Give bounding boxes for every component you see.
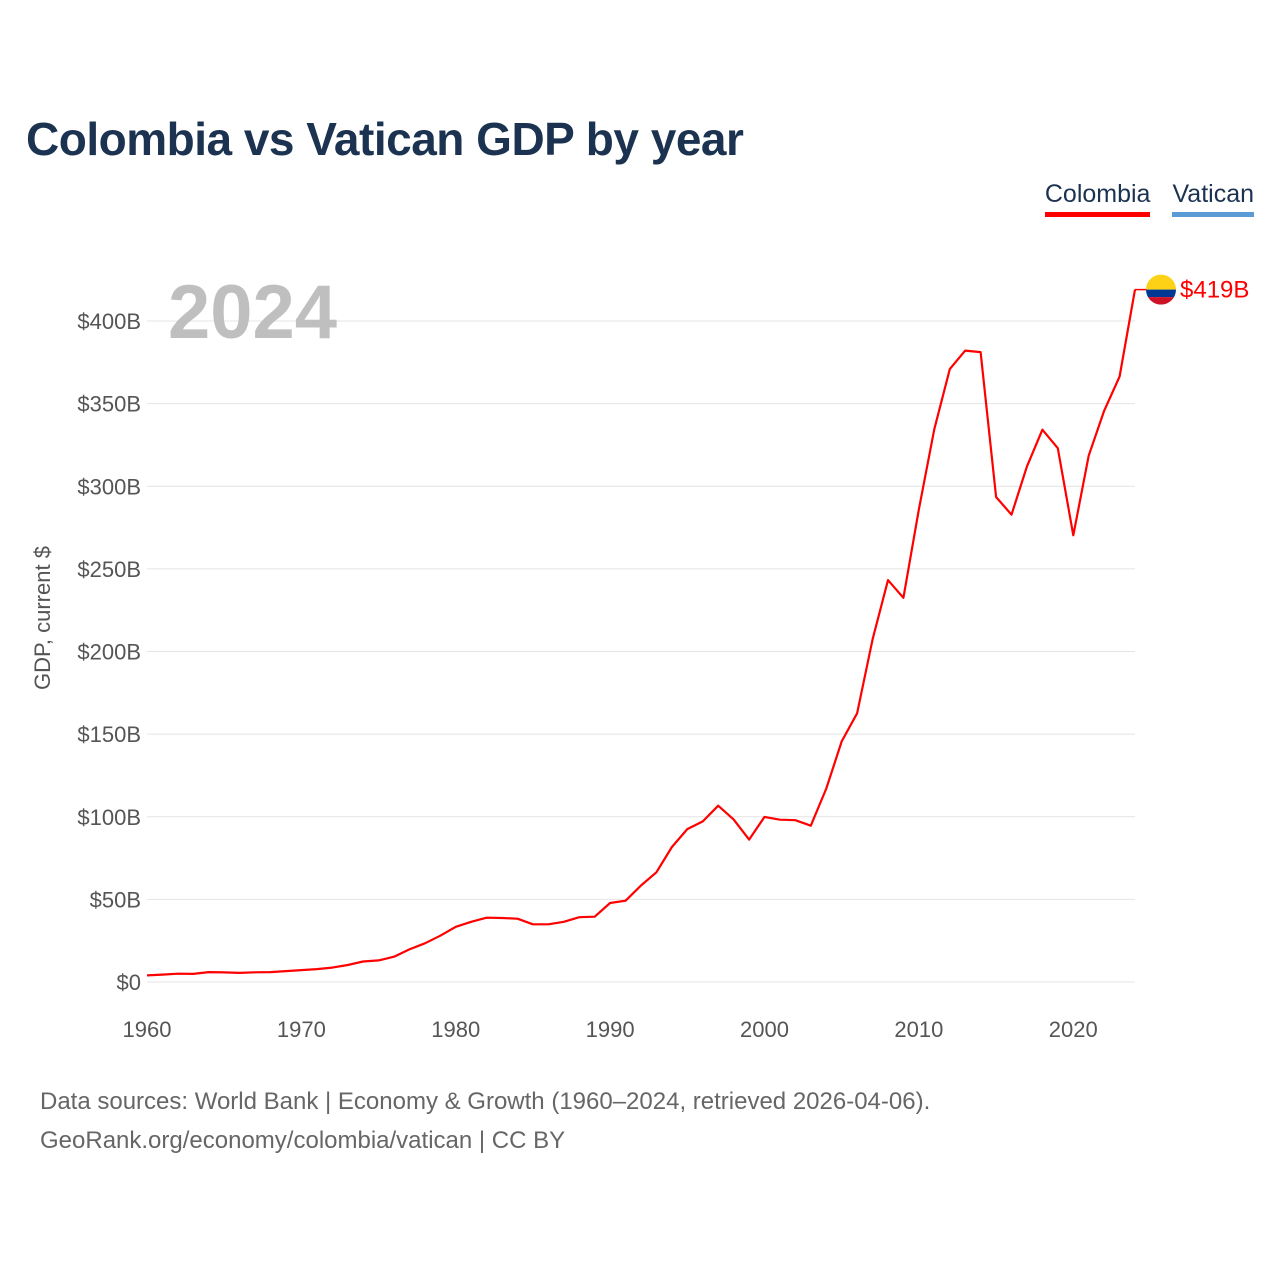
series-line-colombia <box>146 289 1137 977</box>
x-tick-label: 1960 <box>123 1017 172 1042</box>
y-tick-label: $200B <box>77 640 141 665</box>
legend-item-vatican[interactable]: Vatican <box>1172 180 1254 217</box>
series-lines <box>146 289 1137 977</box>
y-axis-ticks: $0 $50B $100B $150B $200B $250B $300B $350B $400… <box>77 309 141 995</box>
legend-item-colombia[interactable]: Colombia <box>1044 180 1151 217</box>
source-note: Data sources: World Bank | Economy & Gro… <box>40 1082 930 1160</box>
end-marker: $419B <box>1135 274 1249 305</box>
x-tick-label: 2000 <box>740 1017 789 1042</box>
x-tick-label: 2010 <box>894 1017 943 1042</box>
x-tick-label: 2020 <box>1049 1017 1098 1042</box>
x-tick-label: 1980 <box>431 1017 480 1042</box>
y-tick-label: $150B <box>77 722 141 747</box>
x-tick-label: 1990 <box>586 1017 635 1042</box>
x-tick-label: 1970 <box>277 1017 326 1042</box>
end-value-label: $419B <box>1180 277 1249 304</box>
colombia-flag-icon <box>1146 274 1176 305</box>
y-tick-label: $250B <box>77 557 141 582</box>
legend: Colombia Vatican <box>1044 180 1254 217</box>
y-tick-label: $100B <box>77 805 141 830</box>
y-tick-label: $0 <box>117 970 141 995</box>
y-tick-label: $50B <box>90 887 141 912</box>
gridlines <box>147 320 1135 983</box>
y-axis-label: GDP, current $ <box>30 546 55 690</box>
chart-title: Colombia vs Vatican GDP by year <box>26 113 744 165</box>
y-tick-label: $350B <box>77 392 141 417</box>
gdp-line-chart: $0 $50B $100B $150B $200B $250B $300B $350B $400… <box>30 270 1249 1042</box>
x-axis-ticks: 1960 1970 1980 1990 2000 2010 2020 <box>123 1017 1098 1042</box>
year-watermark: 2024 <box>168 270 337 355</box>
y-tick-label: $400B <box>77 309 141 334</box>
source-line-1: Data sources: World Bank | Economy & Gro… <box>40 1088 931 1115</box>
source-line-2: GeoRank.org/economy/colombia/vatican | C… <box>40 1127 566 1154</box>
y-tick-label: $300B <box>77 474 141 499</box>
